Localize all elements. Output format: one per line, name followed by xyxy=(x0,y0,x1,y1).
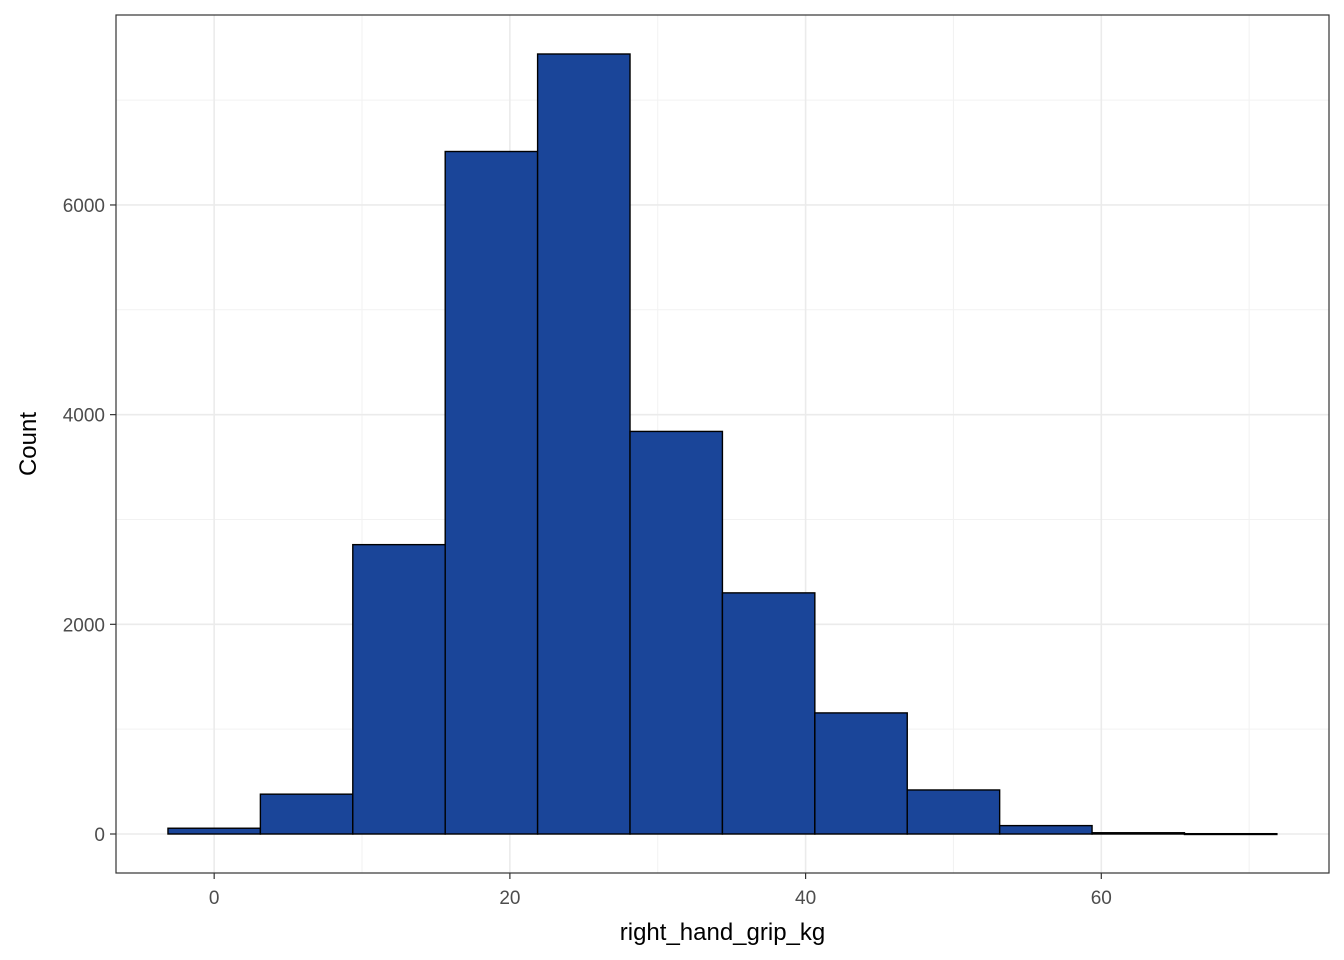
histogram-bar xyxy=(721,592,816,835)
x-tick-label: 60 xyxy=(1091,888,1112,909)
y-axis: 0 2000 4000 6000 xyxy=(63,196,116,846)
x-tick-label: 0 xyxy=(209,888,220,909)
histogram-bar xyxy=(536,53,631,835)
panel-border xyxy=(115,14,1330,874)
histogram-bar xyxy=(629,430,724,835)
histogram-bar xyxy=(444,150,539,835)
x-axis-title: right_hand_grip_kg xyxy=(620,919,826,946)
histogram-bar xyxy=(906,789,1001,835)
histogram-bar xyxy=(167,827,262,835)
histogram-bar xyxy=(352,543,446,835)
x-tick-label: 40 xyxy=(795,888,816,909)
y-tick-label: 0 xyxy=(94,825,105,846)
x-tick-label: 20 xyxy=(499,888,520,909)
histogram-bar xyxy=(1183,832,1278,836)
x-axis: 0 20 40 60 xyxy=(209,873,1112,909)
histogram-bar xyxy=(1091,832,1186,835)
y-tick-label: 4000 xyxy=(63,406,105,427)
y-axis-title: Count xyxy=(15,412,42,476)
histogram-bar xyxy=(998,824,1093,835)
y-tick-label: 2000 xyxy=(63,615,105,636)
histogram-bars xyxy=(167,53,1278,836)
histogram-bar xyxy=(814,712,908,835)
y-tick-label: 6000 xyxy=(63,196,105,217)
histogram-bar xyxy=(259,793,354,835)
